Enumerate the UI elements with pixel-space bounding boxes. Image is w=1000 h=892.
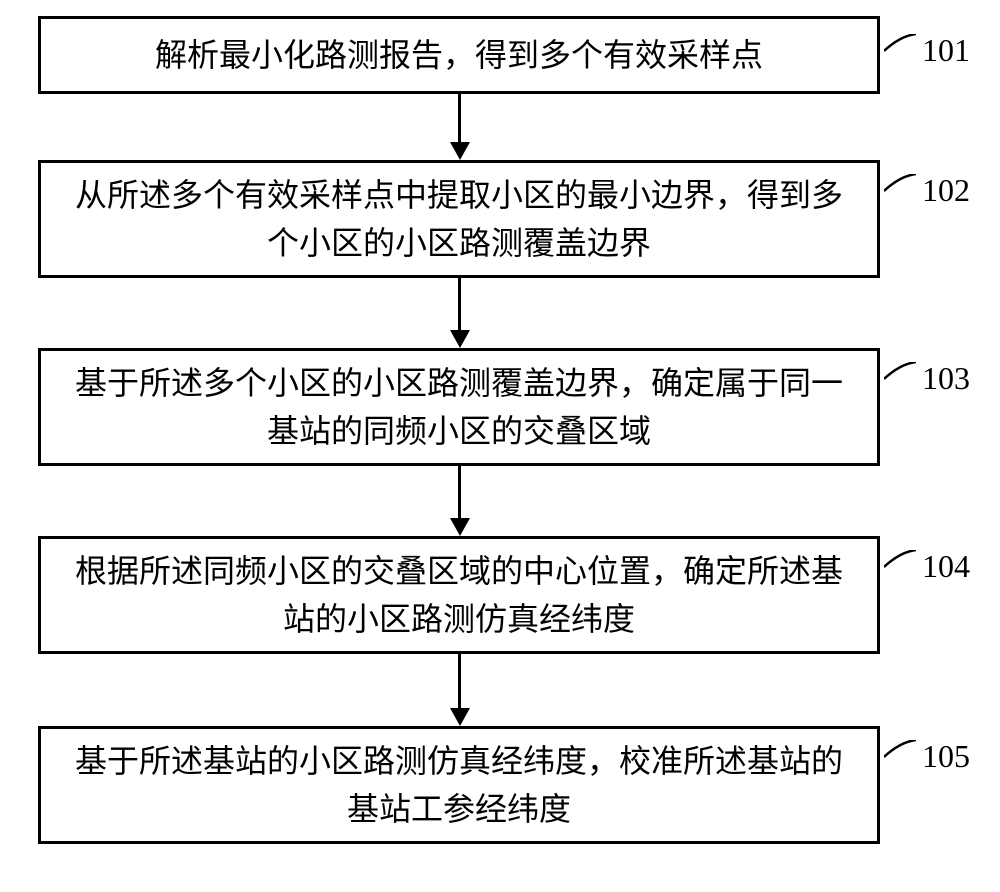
flow-label-3: 103 (922, 360, 970, 397)
flow-node-4: 根据所述同频小区的交叠区域的中心位置，确定所述基站的小区路测仿真经纬度 (38, 536, 880, 654)
flow-node-5-text: 基于所述基站的小区路测仿真经纬度，校准所述基站的基站工参经纬度 (61, 737, 857, 833)
flow-node-5: 基于所述基站的小区路测仿真经纬度，校准所述基站的基站工参经纬度 (38, 726, 880, 844)
flow-node-3: 基于所述多个小区的小区路测覆盖边界，确定属于同一基站的同频小区的交叠区域 (38, 348, 880, 466)
flow-label-2: 102 (922, 172, 970, 209)
leader-tick-2 (884, 174, 916, 194)
leader-tick-3 (884, 362, 916, 382)
flowchart-canvas: 解析最小化路测报告，得到多个有效采样点 101 从所述多个有效采样点中提取小区的… (0, 0, 1000, 892)
arrow-1-2-line (458, 94, 461, 142)
flow-label-4: 104 (922, 548, 970, 585)
arrow-4-5-head (450, 708, 470, 726)
leader-tick-4 (884, 550, 916, 570)
arrow-2-3-line (458, 278, 461, 330)
leader-tick-5 (884, 740, 916, 760)
arrow-3-4-line (458, 466, 461, 518)
flow-node-3-text: 基于所述多个小区的小区路测覆盖边界，确定属于同一基站的同频小区的交叠区域 (61, 359, 857, 455)
flow-node-1: 解析最小化路测报告，得到多个有效采样点 (38, 16, 880, 94)
arrow-1-2-head (450, 142, 470, 160)
flow-node-2: 从所述多个有效采样点中提取小区的最小边界，得到多个小区的小区路测覆盖边界 (38, 160, 880, 278)
arrow-4-5-line (458, 654, 461, 708)
leader-tick-1 (884, 34, 916, 54)
flow-node-4-text: 根据所述同频小区的交叠区域的中心位置，确定所述基站的小区路测仿真经纬度 (61, 547, 857, 643)
arrow-2-3-head (450, 330, 470, 348)
flow-label-1: 101 (922, 32, 970, 69)
flow-node-2-text: 从所述多个有效采样点中提取小区的最小边界，得到多个小区的小区路测覆盖边界 (61, 171, 857, 267)
flow-node-1-text: 解析最小化路测报告，得到多个有效采样点 (155, 31, 763, 79)
flow-label-5: 105 (922, 738, 970, 775)
arrow-3-4-head (450, 518, 470, 536)
